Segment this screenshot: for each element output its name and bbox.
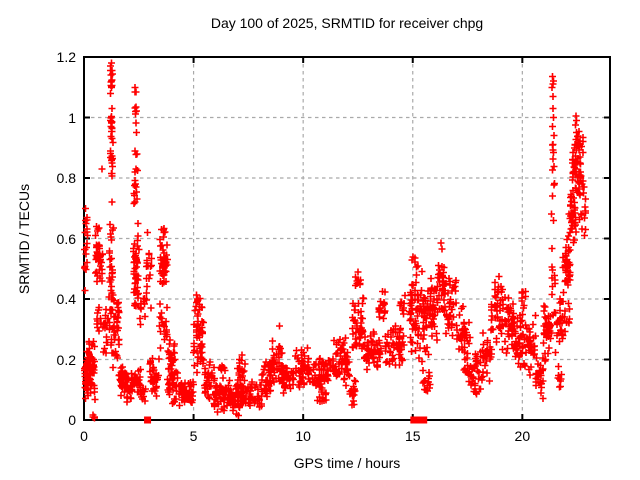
flag-square-marker — [410, 416, 418, 424]
x-tick-label: 10 — [295, 428, 311, 444]
y-tick-label: 0.6 — [56, 230, 76, 247]
grid-lines — [84, 57, 610, 420]
flag-square-marker — [144, 416, 152, 424]
chart-title: Day 100 of 2025, SRMTID for receiver chp… — [210, 15, 484, 31]
x-tick-label: 15 — [404, 428, 421, 444]
x-tick-label: 0 — [80, 428, 88, 444]
x-tick-label: 5 — [189, 428, 198, 444]
y-tick-label: 1 — [68, 109, 76, 126]
y-tick-label: 0.8 — [56, 170, 76, 186]
x-tick-label: 20 — [514, 428, 531, 444]
y-tick-label: 0.4 — [56, 291, 76, 307]
scatter-plus-markers — [81, 59, 589, 422]
y-tick-label: 0 — [68, 412, 76, 428]
y-tick-label: 1.2 — [56, 49, 76, 65]
y-tick-label: 0.2 — [56, 351, 76, 368]
flag-square-marker — [420, 416, 428, 424]
x-axis-label: GPS time / hours — [293, 455, 401, 471]
